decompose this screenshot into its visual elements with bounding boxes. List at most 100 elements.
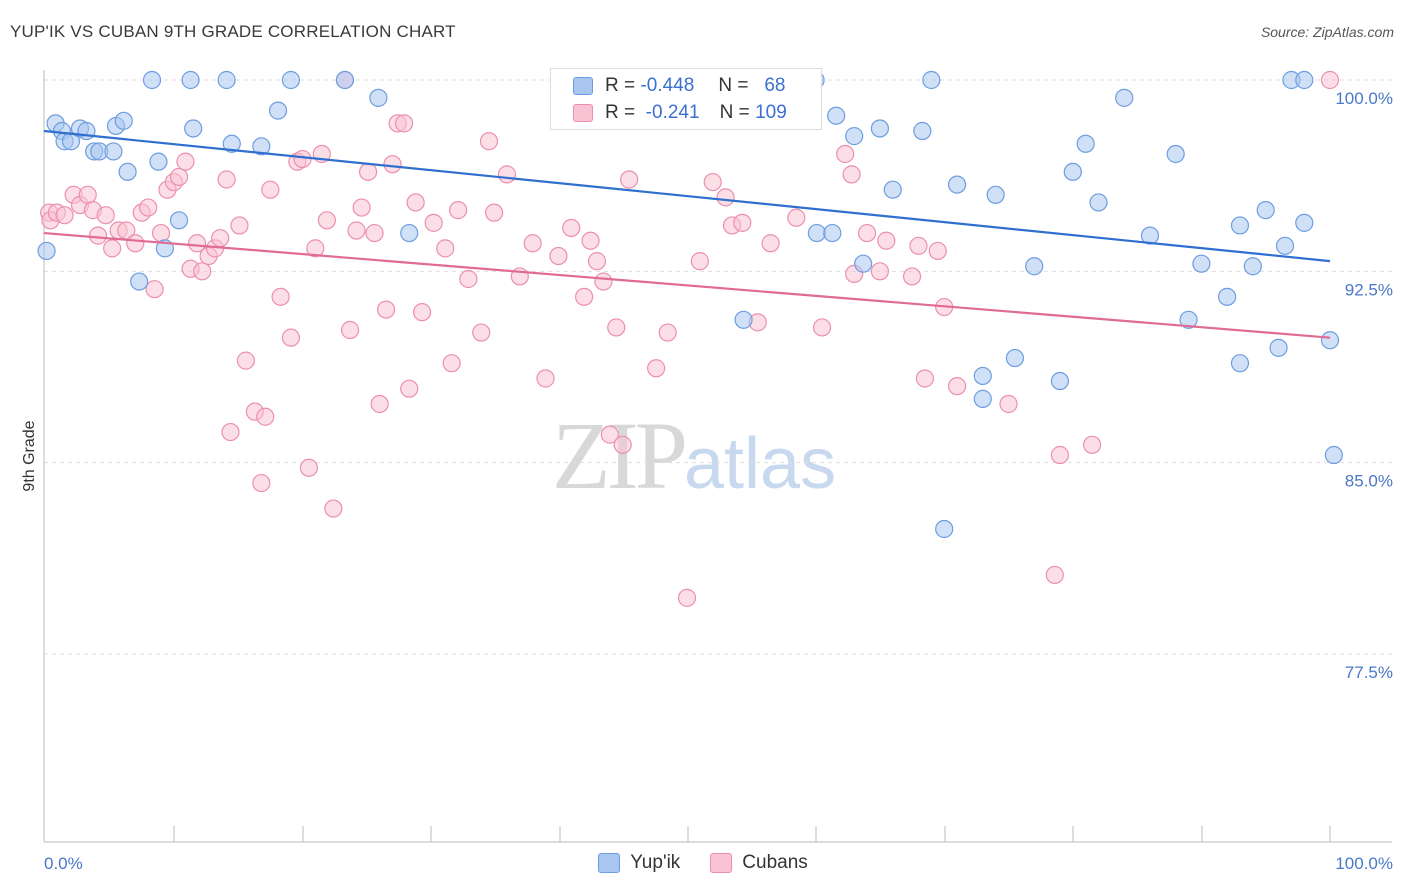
point-cubans (78, 185, 97, 204)
legend-n-value: 109 (755, 102, 787, 123)
point-yupik (1295, 213, 1314, 232)
point-cubans (999, 394, 1018, 414)
point-cubans (587, 252, 607, 271)
point-cubans (448, 201, 468, 220)
point-yupik (1076, 134, 1095, 153)
point-cubans (139, 198, 158, 217)
point-yupik (222, 134, 241, 153)
point-yupik (986, 185, 1005, 204)
y-axis-label: 9th Grade (21, 420, 38, 491)
point-yupik (1025, 257, 1044, 276)
source-label: Source: ZipAtlas.com (1260, 24, 1394, 40)
point-yupik (870, 119, 890, 138)
point-yupik (883, 180, 902, 199)
point-cubans (261, 180, 280, 199)
point-yupik (973, 389, 992, 408)
point-cubans (281, 328, 301, 347)
point-cubans (620, 170, 639, 189)
point-cubans (472, 323, 491, 342)
point-yupik (1192, 254, 1211, 273)
legend-r-label: R = (605, 75, 636, 96)
legend-n-label: N = (718, 75, 749, 96)
point-yupik (1089, 193, 1108, 212)
point-yupik (268, 101, 288, 120)
point-yupik (1269, 338, 1288, 357)
point-cubans (211, 229, 230, 248)
stats-legend: R = -0.448 N = 68 R = -0.241 N = 109 (550, 68, 822, 130)
point-yupik (845, 127, 864, 146)
point-cubans (870, 262, 890, 281)
point-cubans (442, 354, 461, 373)
legend-swatch-cubans (710, 853, 733, 873)
point-cubans (690, 252, 709, 271)
point-cubans (126, 234, 145, 253)
y-tick-label: 92.5% (1345, 280, 1393, 299)
point-cubans (479, 132, 499, 151)
point-cubans (523, 234, 542, 253)
point-cubans (1045, 565, 1064, 585)
point-cubans (436, 239, 455, 258)
point-yupik (1230, 216, 1250, 235)
point-yupik (1166, 144, 1185, 164)
point-yupik (1295, 70, 1314, 90)
point-cubans (812, 318, 832, 337)
point-cubans (236, 351, 256, 370)
point-cubans (485, 203, 504, 222)
point-cubans (376, 300, 396, 319)
point-yupik (973, 366, 992, 386)
point-cubans (230, 216, 249, 235)
point-cubans (340, 320, 360, 340)
point-cubans (1050, 445, 1070, 465)
point-yupik (935, 519, 954, 539)
point-cubans (947, 377, 967, 396)
legend-item-cubans[interactable]: Cubans (710, 852, 808, 874)
point-yupik (217, 70, 236, 90)
point-cubans (424, 213, 443, 232)
point-yupik (118, 162, 137, 181)
point-yupik (1243, 257, 1262, 276)
point-yupik (142, 70, 162, 90)
point-yupik (169, 211, 189, 230)
point-cubans (1320, 70, 1340, 90)
point-yupik (1050, 371, 1070, 391)
watermark: ZIPatlas (552, 400, 836, 511)
legend-r-label: R = (605, 102, 636, 123)
point-cubans (613, 435, 632, 454)
point-cubans (293, 149, 312, 169)
point-cubans (145, 280, 164, 299)
point-yupik (1140, 226, 1160, 245)
point-cubans (217, 170, 236, 189)
point-cubans (915, 369, 935, 388)
point-cubans (394, 114, 414, 133)
point-yupik (1256, 201, 1275, 220)
point-yupik (1324, 445, 1343, 465)
point-cubans (383, 155, 402, 174)
chart-title: YUP'IK VS CUBAN 9TH GRADE CORRELATION CH… (10, 22, 456, 41)
point-cubans (306, 239, 325, 258)
point-cubans (575, 287, 594, 306)
legend-item-yupik[interactable]: Yup'ik (598, 852, 680, 874)
point-cubans (352, 198, 371, 217)
point-cubans (169, 167, 189, 187)
legend-row-cubans: R = -0.241 N = 109 (573, 100, 787, 126)
point-cubans (600, 425, 619, 444)
point-cubans (836, 144, 855, 164)
legend-swatch-yupik (598, 853, 621, 873)
point-cubans (581, 231, 600, 250)
point-yupik (854, 254, 873, 273)
trend-lines (43, 129, 1331, 339)
point-cubans (928, 241, 947, 261)
point-yupik (1218, 287, 1237, 306)
point-yupik (807, 223, 826, 243)
point-yupik (104, 142, 123, 161)
point-yupik (947, 175, 967, 194)
point-yupik (181, 70, 200, 90)
point-yupik (1179, 310, 1198, 329)
point-cubans (733, 213, 752, 232)
data-points (37, 70, 1343, 607)
point-cubans (647, 359, 666, 378)
axes (43, 70, 1392, 843)
point-cubans (716, 188, 735, 207)
point-cubans (857, 223, 877, 243)
